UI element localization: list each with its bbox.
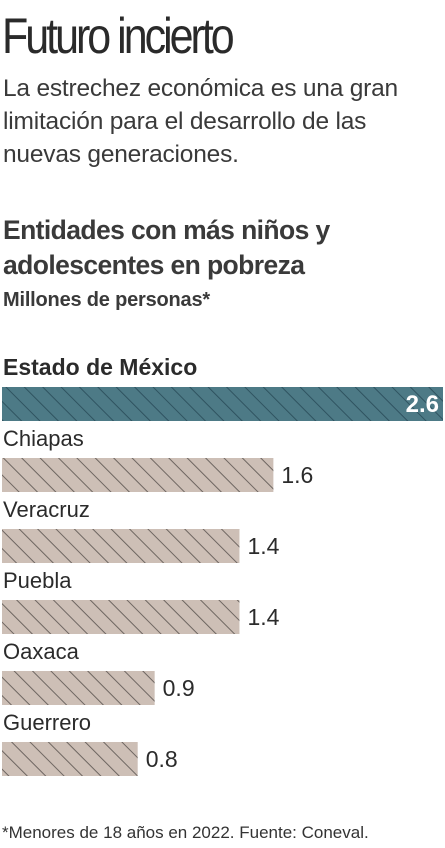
bar-oaxaca (2, 671, 155, 705)
value-label-chiapas: 1.6 (281, 462, 313, 488)
category-label-chiapas: Chiapas (3, 426, 84, 451)
bar-chart: Estado de México 2.6 Chiapas 1.6 Veracruz 1.4… (2, 354, 443, 776)
chart-title: Entidades con más niños y adolescentes e… (3, 215, 330, 280)
category-label-veracruz: Veracruz (3, 497, 90, 522)
bar-guerrero (2, 742, 138, 776)
category-label-estado-de-mexico: Estado de México (3, 354, 197, 380)
chart-unit-label: Millones de personas* (3, 289, 210, 311)
category-label-guerrero: Guerrero (3, 710, 91, 735)
bar-estado-de-mexico (2, 387, 443, 421)
value-label-veracruz: 1.4 (247, 533, 279, 559)
bar-veracruz (2, 529, 240, 563)
category-label-puebla: Puebla (3, 568, 72, 593)
category-label-oaxaca: Oaxaca (3, 639, 80, 664)
bar-puebla (2, 600, 240, 634)
value-label-guerrero: 0.8 (146, 746, 178, 772)
page-title: Futuro incierto (2, 8, 235, 64)
page-subtitle: La estrechez económica es una gran limit… (3, 75, 398, 168)
bar-chiapas (2, 458, 274, 492)
value-label-estado-de-mexico: 2.6 (406, 391, 439, 418)
value-label-puebla: 1.4 (247, 604, 279, 630)
value-label-oaxaca: 0.9 (163, 675, 195, 701)
footnote: *Menores de 18 años en 2022. Fuente: Con… (2, 823, 369, 842)
